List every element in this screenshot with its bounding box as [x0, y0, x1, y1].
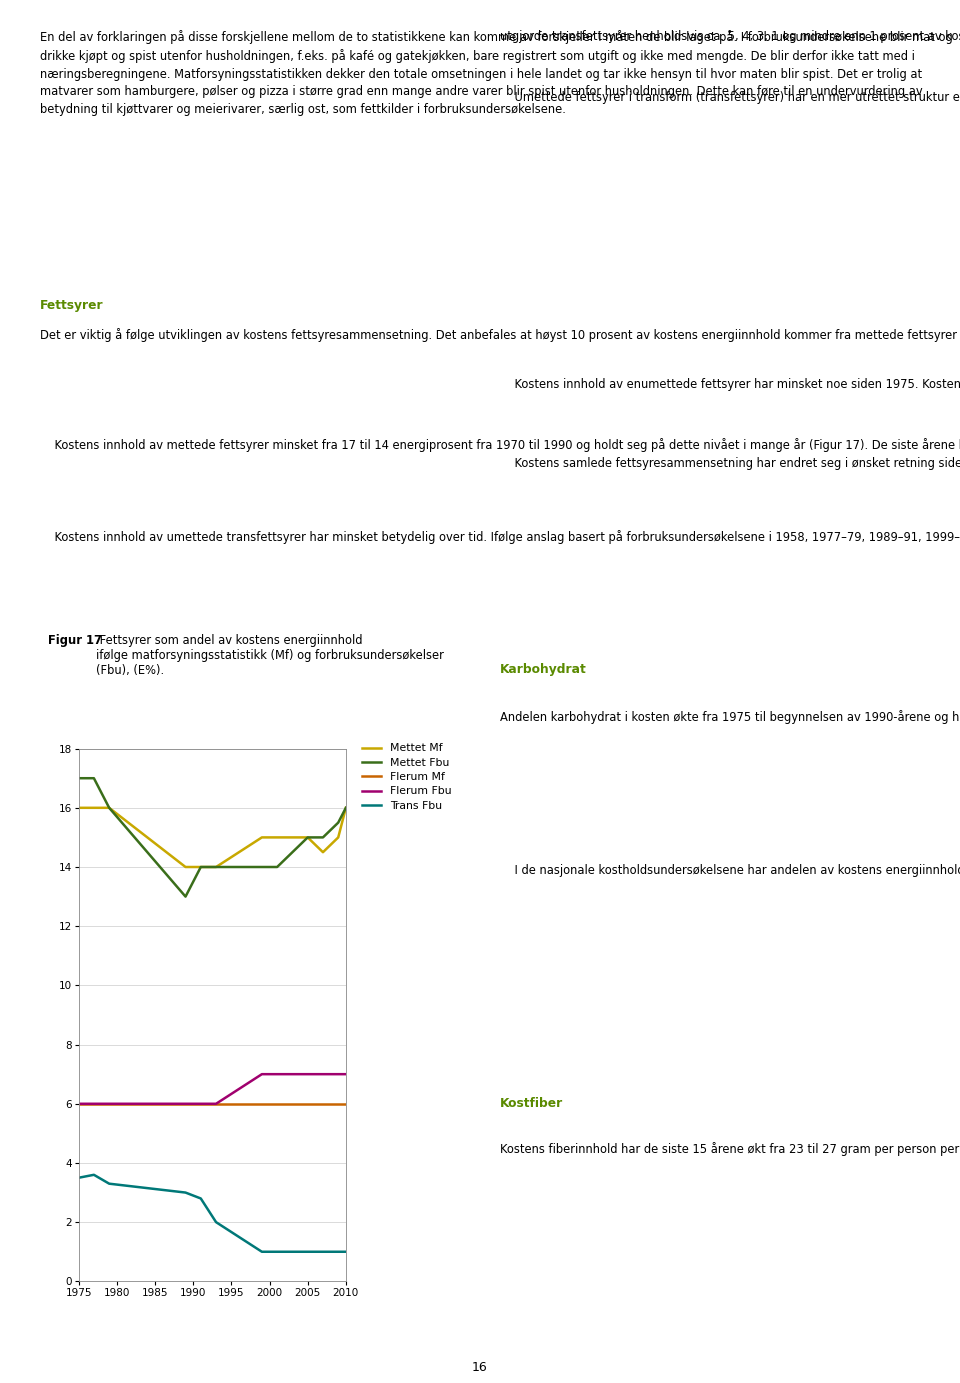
Mettet Fbu	[317, 828, 328, 845]
Flerum Fbu	[210, 1095, 222, 1112]
Mettet Fbu	[73, 770, 84, 787]
Flerum Mf	[340, 1095, 351, 1112]
Text: Kostfiber: Kostfiber	[500, 1097, 564, 1109]
Text: Figur 17: Figur 17	[48, 633, 103, 647]
Flerum Mf	[210, 1095, 222, 1112]
Mettet Fbu	[88, 770, 100, 787]
Text: Fettsyrer som andel av kostens energiinnhold
ifølge matforsyningsstatistikk (Mf): Fettsyrer som andel av kostens energiinn…	[96, 633, 444, 676]
Text: Kostens innhold av enumettede fettsyrer har minsket noe siden 1975. Kostens innh: Kostens innhold av enumettede fettsyrer …	[500, 376, 960, 391]
Trans Fbu	[195, 1191, 206, 1207]
Mettet Mf	[317, 844, 328, 860]
Mettet Fbu	[340, 799, 351, 816]
Mettet Mf	[104, 799, 115, 816]
Text: Kostens innhold av umettede transfettsyrer har minsket betydelig over tid. Ifølg: Kostens innhold av umettede transfettsyr…	[40, 531, 960, 545]
Flerum Mf	[332, 1095, 344, 1112]
Flerum Fbu	[88, 1095, 100, 1112]
Mettet Mf	[88, 799, 100, 816]
Text: En del av forklaringen på disse forskjellene mellom de to statistikkene kan komm: En del av forklaringen på disse forskjel…	[40, 30, 953, 116]
Trans Fbu	[88, 1166, 100, 1182]
Flerum Mf	[104, 1095, 115, 1112]
Flerum Fbu	[104, 1095, 115, 1112]
Text: Fettsyrer: Fettsyrer	[40, 299, 104, 313]
Mettet Mf	[210, 859, 222, 875]
Trans Fbu	[104, 1176, 115, 1192]
Mettet Mf	[195, 859, 206, 875]
Trans Fbu	[317, 1243, 328, 1260]
Line: Mettet Fbu: Mettet Fbu	[79, 779, 346, 896]
Flerum Mf	[256, 1095, 268, 1112]
Text: Andelen karbohydrat i kosten økte fra 1975 til begynnelsen av 1990-årene og har : Andelen karbohydrat i kosten økte fra 19…	[500, 711, 960, 725]
Text: utgjorde transfettsyrer henholdsvis ca. 5, 4, 3, 1 og mindre enn 1 prosent av ko: utgjorde transfettsyrer henholdsvis ca. …	[500, 30, 960, 43]
Flerum Fbu	[317, 1066, 328, 1083]
Flerum Mf	[180, 1095, 191, 1112]
Trans Fbu	[272, 1243, 283, 1260]
Legend: Mettet Mf, Mettet Fbu, Flerum Mf, Flerum Fbu, Trans Fbu: Mettet Mf, Mettet Fbu, Flerum Mf, Flerum…	[362, 744, 452, 810]
Text: Kostens innhold av mettede fettsyrer minsket fra 17 til 14 energiprosent fra 197: Kostens innhold av mettede fettsyrer min…	[40, 438, 960, 452]
Mettet Fbu	[104, 799, 115, 816]
Flerum Fbu	[256, 1066, 268, 1083]
Mettet Mf	[340, 799, 351, 816]
Text: I de nasjonale kostholdsundersøkelsene har andelen av kostens energiinnhold som : I de nasjonale kostholdsundersøkelsene h…	[500, 863, 960, 877]
Mettet Fbu	[256, 859, 268, 875]
Flerum Fbu	[272, 1066, 283, 1083]
Mettet Fbu	[195, 859, 206, 875]
Text: Kostens samlede fettsyresammensetning har endret seg i ønsket retning siden 1975: Kostens samlede fettsyresammensetning ha…	[500, 456, 960, 470]
Flerum Mf	[88, 1095, 100, 1112]
Flerum Fbu	[73, 1095, 84, 1112]
Mettet Fbu	[272, 859, 283, 875]
Mettet Mf	[73, 799, 84, 816]
Mettet Fbu	[302, 828, 314, 845]
Text: Det er viktig å følge utviklingen av kostens fettsyresammensetning. Det anbefale: Det er viktig å følge utviklingen av kos…	[40, 328, 960, 342]
Flerum Mf	[317, 1095, 328, 1112]
Mettet Mf	[272, 828, 283, 845]
Mettet Mf	[332, 828, 344, 845]
Mettet Fbu	[180, 888, 191, 904]
Text: Kostens fiberinnhold har de siste 15 årene økt fra 23 til 27 gram per person per: Kostens fiberinnhold har de siste 15 åre…	[500, 1142, 960, 1156]
Trans Fbu	[73, 1170, 84, 1187]
Text: 16: 16	[472, 1361, 488, 1375]
Mettet Fbu	[332, 815, 344, 831]
Trans Fbu	[210, 1214, 222, 1231]
Text: Umettede fettsyrer i transform (transfettsyrer) har en mer utrettet struktur enn: Umettede fettsyrer i transform (transfet…	[500, 90, 960, 104]
Flerum Fbu	[195, 1095, 206, 1112]
Trans Fbu	[256, 1243, 268, 1260]
Line: Mettet Mf: Mettet Mf	[79, 808, 346, 867]
Trans Fbu	[180, 1184, 191, 1200]
Line: Flerum Fbu: Flerum Fbu	[79, 1075, 346, 1104]
Trans Fbu	[332, 1243, 344, 1260]
Flerum Fbu	[332, 1066, 344, 1083]
Flerum Fbu	[302, 1066, 314, 1083]
Mettet Mf	[302, 828, 314, 845]
Flerum Mf	[272, 1095, 283, 1112]
Flerum Fbu	[180, 1095, 191, 1112]
Flerum Mf	[73, 1095, 84, 1112]
Mettet Fbu	[210, 859, 222, 875]
Flerum Fbu	[340, 1066, 351, 1083]
Mettet Mf	[180, 859, 191, 875]
Line: Trans Fbu: Trans Fbu	[79, 1174, 346, 1252]
Flerum Mf	[195, 1095, 206, 1112]
Trans Fbu	[302, 1243, 314, 1260]
Flerum Mf	[302, 1095, 314, 1112]
Trans Fbu	[340, 1243, 351, 1260]
Text: Karbohydrat: Karbohydrat	[500, 664, 587, 676]
Mettet Mf	[256, 828, 268, 845]
